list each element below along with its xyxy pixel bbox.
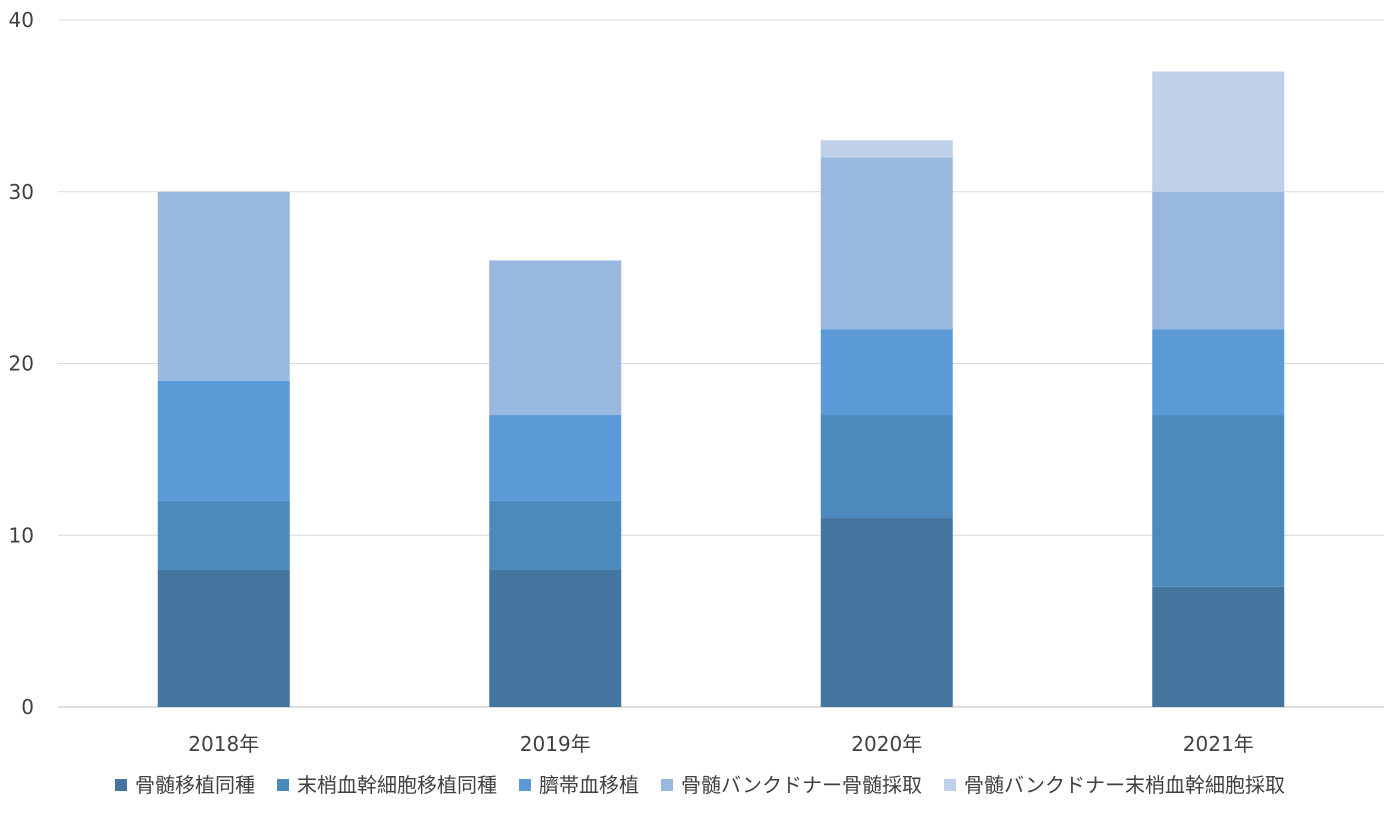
y-tick-label: 0 xyxy=(21,695,34,719)
x-tick-label: 2021年 xyxy=(1183,732,1254,756)
legend-swatch xyxy=(944,779,956,791)
bars xyxy=(157,71,1285,707)
bar-segment-2018年-series-1 xyxy=(157,569,290,707)
bar-segment-2021年-series-3 xyxy=(1152,329,1285,416)
bar-segment-2018年-series-2 xyxy=(157,500,290,570)
bar-segment-2020年-series-5 xyxy=(820,140,953,158)
legend-item: 骨髄移植同種 xyxy=(115,773,255,797)
bar-segment-2019年-series-1 xyxy=(489,569,622,707)
bar-segment-2021年-series-4 xyxy=(1152,191,1285,330)
bar-segment-2020年-series-1 xyxy=(820,518,953,707)
bar-segment-2021年-series-5 xyxy=(1152,71,1285,192)
bar-segment-2019年-series-3 xyxy=(489,415,622,501)
bar-segment-2021年-series-2 xyxy=(1152,415,1285,587)
x-tick-label: 2019年 xyxy=(520,732,591,756)
x-axis-tick-labels: 2018年 2019年 2020年 2021年 xyxy=(188,732,1253,756)
legend: 骨髄移植同種 末梢血幹細胞移植同種 臍帯血移植 骨髄バンクドナー骨髄採取 骨髄バンクドナ… xyxy=(115,773,1285,797)
legend-swatch xyxy=(115,779,127,791)
bar-segment-2019年-series-2 xyxy=(489,500,622,570)
y-tick-label: 40 xyxy=(9,8,34,32)
legend-label: 末梢血幹細胞移植同種 xyxy=(297,773,497,797)
bar-segment-2020年-series-4 xyxy=(820,157,953,330)
bar-segment-2018年-series-3 xyxy=(157,380,290,501)
legend-item: 末梢血幹細胞移植同種 xyxy=(277,773,497,797)
legend-item: 骨髄バンクドナー末梢血幹細胞採取 xyxy=(944,773,1285,797)
bar-segment-2019年-series-4 xyxy=(489,260,622,416)
bar-segment-2021年-series-1 xyxy=(1152,586,1285,707)
bar-segment-2018年-series-4 xyxy=(157,191,290,381)
legend-label: 骨髄移植同種 xyxy=(135,773,255,797)
y-tick-label: 20 xyxy=(9,352,34,376)
legend-swatch xyxy=(277,779,289,791)
legend-swatch xyxy=(519,779,531,791)
y-tick-label: 10 xyxy=(9,523,34,547)
legend-label: 臍帯血移植 xyxy=(539,773,639,797)
legend-item: 骨髄バンクドナー骨髄採取 xyxy=(661,773,922,797)
bar-segment-2020年-series-2 xyxy=(820,415,953,519)
legend-label: 骨髄バンクドナー骨髄採取 xyxy=(681,773,922,797)
y-tick-label: 30 xyxy=(9,180,34,204)
y-axis-tick-labels: 0 10 20 30 40 xyxy=(9,8,34,719)
x-tick-label: 2018年 xyxy=(188,732,259,756)
legend-swatch xyxy=(661,779,673,791)
bar-segment-2020年-series-3 xyxy=(820,329,953,416)
x-tick-label: 2020年 xyxy=(851,732,922,756)
legend-label: 骨髄バンクドナー末梢血幹細胞採取 xyxy=(964,773,1285,797)
legend-item: 臍帯血移植 xyxy=(519,773,639,797)
